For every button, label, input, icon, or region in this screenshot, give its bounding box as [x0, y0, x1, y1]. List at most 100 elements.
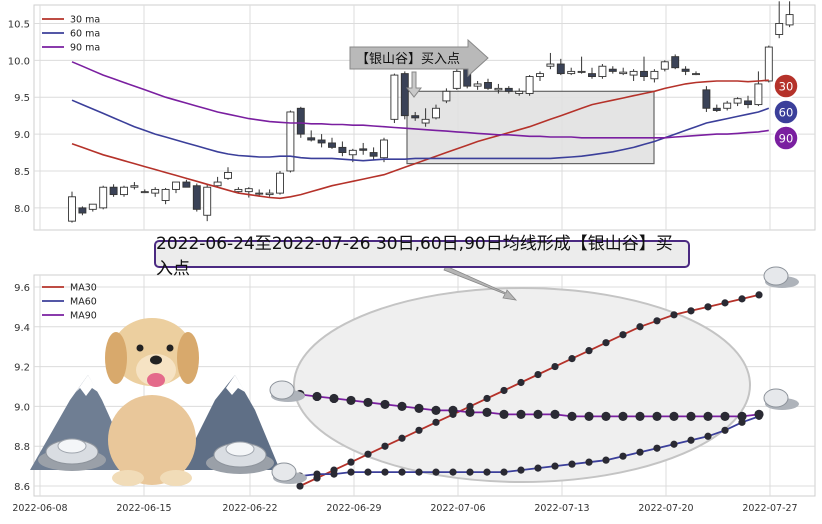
- candle-body: [619, 71, 628, 75]
- panel1-ytick-label: 8.0: [14, 204, 30, 215]
- series-point-ma30: [585, 347, 593, 355]
- x-tick-label: 2022-07-06: [430, 503, 485, 514]
- series-point-ma30: [517, 378, 525, 387]
- candle-body: [348, 149, 357, 156]
- ma-badge-circle: [773, 73, 799, 99]
- candle-body: [640, 70, 648, 78]
- series-point-ma60: [398, 468, 406, 476]
- candle-body: [671, 56, 680, 69]
- series-point-ma90: [499, 409, 509, 419]
- series-point-ma60: [313, 470, 321, 478]
- series-point-ma60: [636, 448, 644, 456]
- chart-title: 2022-06-24至2022-07-26 30日,60日,90日均线形成【银山…: [156, 234, 673, 279]
- silver-bowl: [763, 266, 789, 286]
- candle-body: [754, 83, 763, 106]
- buy-point-callout-label: 【银山谷】买入点: [356, 52, 460, 67]
- candle-body: [244, 188, 253, 193]
- series-point-ma90: [312, 391, 322, 402]
- panel2-ytick-label: 9.4: [14, 323, 30, 334]
- series-point-ma90: [482, 407, 492, 417]
- x-tick-label: 2022-06-15: [116, 503, 171, 514]
- panel2-ytick-label: 9.2: [14, 363, 30, 374]
- candle-body: [359, 148, 368, 151]
- candle-body: [328, 142, 336, 148]
- panel2-ytick-label: 8.8: [14, 442, 30, 453]
- ma-badge-label: 30: [779, 80, 794, 94]
- series-point-ma60: [347, 468, 355, 476]
- candle-body: [515, 90, 524, 94]
- dog-tongue: [147, 373, 165, 387]
- series-point-ma60: [381, 468, 389, 476]
- series-point-ma60: [500, 468, 508, 476]
- series-point-ma30: [670, 311, 678, 319]
- panel1-legend-label: 90 ma: [70, 43, 100, 54]
- series-point-ma30: [398, 434, 406, 442]
- candle-body: [411, 115, 420, 119]
- panel1-ytick-label: 8.5: [14, 167, 30, 178]
- series-point-ma90: [618, 411, 628, 421]
- series-point-ma90: [346, 395, 356, 406]
- candle-body: [588, 73, 596, 78]
- series-point-ma90: [635, 411, 645, 421]
- candle-body: [629, 70, 638, 76]
- series-point-ma30: [687, 307, 695, 315]
- candle-body: [380, 139, 388, 159]
- series-line-ma90: [299, 393, 760, 418]
- chart-title-banner: 2022-06-24至2022-07-26 30日,60日,90日均线形成【银山…: [154, 234, 690, 279]
- panel2-ytick-label: 9.6: [14, 283, 30, 294]
- series-point-ma30: [721, 299, 729, 307]
- silver-ingot-top: [57, 438, 87, 454]
- series-point-ma60: [670, 440, 678, 448]
- dog-muzzle: [136, 354, 176, 386]
- candle-body: [182, 181, 191, 188]
- candle-body: [234, 188, 243, 193]
- candle-body: [421, 118, 430, 124]
- series-point-ma90: [720, 411, 730, 421]
- series-point-ma90: [465, 407, 475, 417]
- candle-body: [660, 61, 669, 70]
- series-point-ma60: [517, 466, 525, 474]
- panel2-legend-label: MA30: [70, 283, 97, 294]
- ma-badge-label: 90: [779, 132, 794, 146]
- series-point-ma90: [414, 403, 424, 413]
- candle-body: [764, 46, 773, 82]
- series-point-ma90: [550, 409, 560, 419]
- candle-body: [473, 83, 482, 87]
- series-point-ma90: [397, 401, 407, 412]
- panel1-ytick-label: 9.0: [14, 130, 30, 141]
- candle-body: [723, 102, 732, 109]
- candle-body: [692, 73, 700, 76]
- series-point-ma30: [704, 303, 712, 311]
- dog-eye-left: [136, 344, 144, 352]
- series-point-ma60: [568, 460, 576, 468]
- candle-body: [775, 22, 784, 35]
- series-point-ma60: [432, 468, 440, 476]
- series-point-ma60: [330, 470, 338, 478]
- series-point-ma60: [415, 468, 423, 476]
- series-point-ma30: [432, 418, 440, 426]
- series-point-ma90: [533, 409, 543, 419]
- series-line-ma30: [299, 294, 760, 487]
- buy-point-down-arrow: [405, 71, 423, 98]
- candle-body: [109, 186, 118, 196]
- ma90-line: [71, 61, 769, 139]
- candle-body: [744, 100, 752, 106]
- candle-body: [203, 186, 212, 216]
- silver-bowl: [763, 388, 789, 408]
- ma-badge-circle: [773, 99, 799, 125]
- candle-body: [484, 82, 492, 89]
- mountain-right-snow: [226, 375, 245, 395]
- series-point-ma60: [704, 432, 712, 440]
- series-point-ma60: [585, 458, 593, 466]
- x-tick-label: 2022-06-22: [222, 503, 277, 514]
- panel2-legend-label: MA90: [70, 311, 97, 322]
- series-point-ma90: [601, 411, 611, 421]
- series-point-ma90: [669, 411, 679, 421]
- decorative-illustration: [30, 266, 799, 486]
- series-point-ma30: [551, 362, 559, 371]
- candle-body: [432, 107, 440, 119]
- series-line-ma60: [299, 415, 760, 477]
- ma30-line: [71, 79, 769, 200]
- candle-body: [338, 146, 347, 153]
